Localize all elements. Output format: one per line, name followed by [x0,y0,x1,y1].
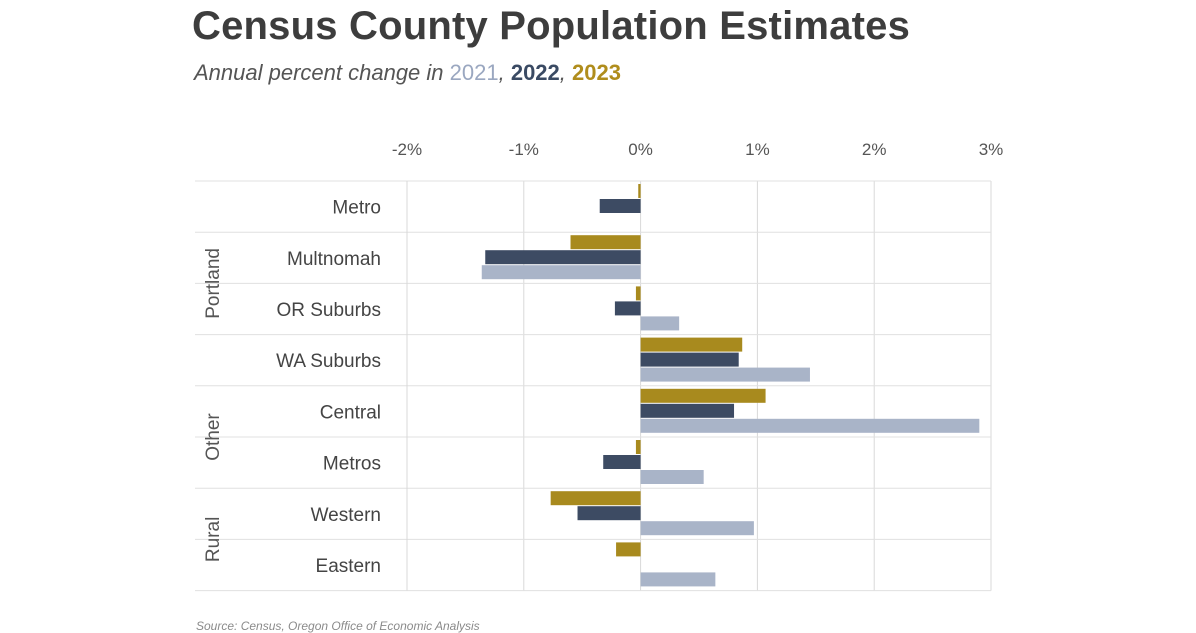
x-tick-label: 2% [862,140,887,159]
bar-2023-eastern [616,542,641,557]
x-tick-label: 1% [745,140,770,159]
bar-2022-or-suburbs [614,301,641,316]
bar-2022-central [640,403,735,418]
bar-2023-wa-suburbs [640,337,743,352]
x-tick-label: 0% [628,140,653,159]
bar-2022-wa-suburbs [640,352,739,367]
subtitle-separator: , [559,60,573,85]
category-label: Central [320,402,381,423]
bar-2021-eastern [640,572,716,587]
bar-2023-or-suburbs [635,286,641,301]
bar-2021-or-suburbs [640,316,680,331]
bar-2023-central [640,388,766,403]
group-label: Portland [203,248,224,319]
category-label: Multnomah [287,249,381,270]
group-label: Other [203,413,224,461]
bar-2021-metros [640,470,704,484]
chart-subtitle: Annual percent change in 2021, 2022, 202… [194,60,621,86]
bar-2022-metros [603,455,641,469]
group-label: Rural [203,517,224,562]
subtitle-separator: , [498,60,511,85]
bar-2023-metro [638,184,641,198]
category-label: Metro [332,198,381,219]
category-label: Eastern [316,556,381,577]
bar-2022-western [577,506,641,521]
category-label: Western [311,505,381,526]
bar-2021-wa-suburbs [640,367,810,382]
bar-2021-central [640,418,980,433]
category-label: OR Suburbs [276,300,381,321]
subtitle-prefix: Annual percent change in [194,60,450,85]
x-tick-label: 3% [979,140,1004,159]
x-tick-label: -2% [392,140,422,159]
legend-2022: 2022 [510,60,560,85]
bar-2023-western [550,491,641,506]
category-label: WA Suburbs [276,351,381,372]
chart-title: Census County Population Estimates [192,4,911,48]
bar-2021-western [640,521,754,536]
category-label: Metros [323,454,381,475]
legend-2023: 2023 [572,60,621,85]
source-note: Source: Census, Oregon Office of Economi… [196,619,480,633]
bar-2021-multnomah [481,265,641,280]
bar-2023-metros [635,440,641,454]
bar-2022-multnomah [485,250,641,265]
bar-2022-metro [599,199,641,213]
legend-2021: 2021 [449,60,499,85]
bar-2023-multnomah [570,235,641,250]
x-tick-label: -1% [509,140,539,159]
